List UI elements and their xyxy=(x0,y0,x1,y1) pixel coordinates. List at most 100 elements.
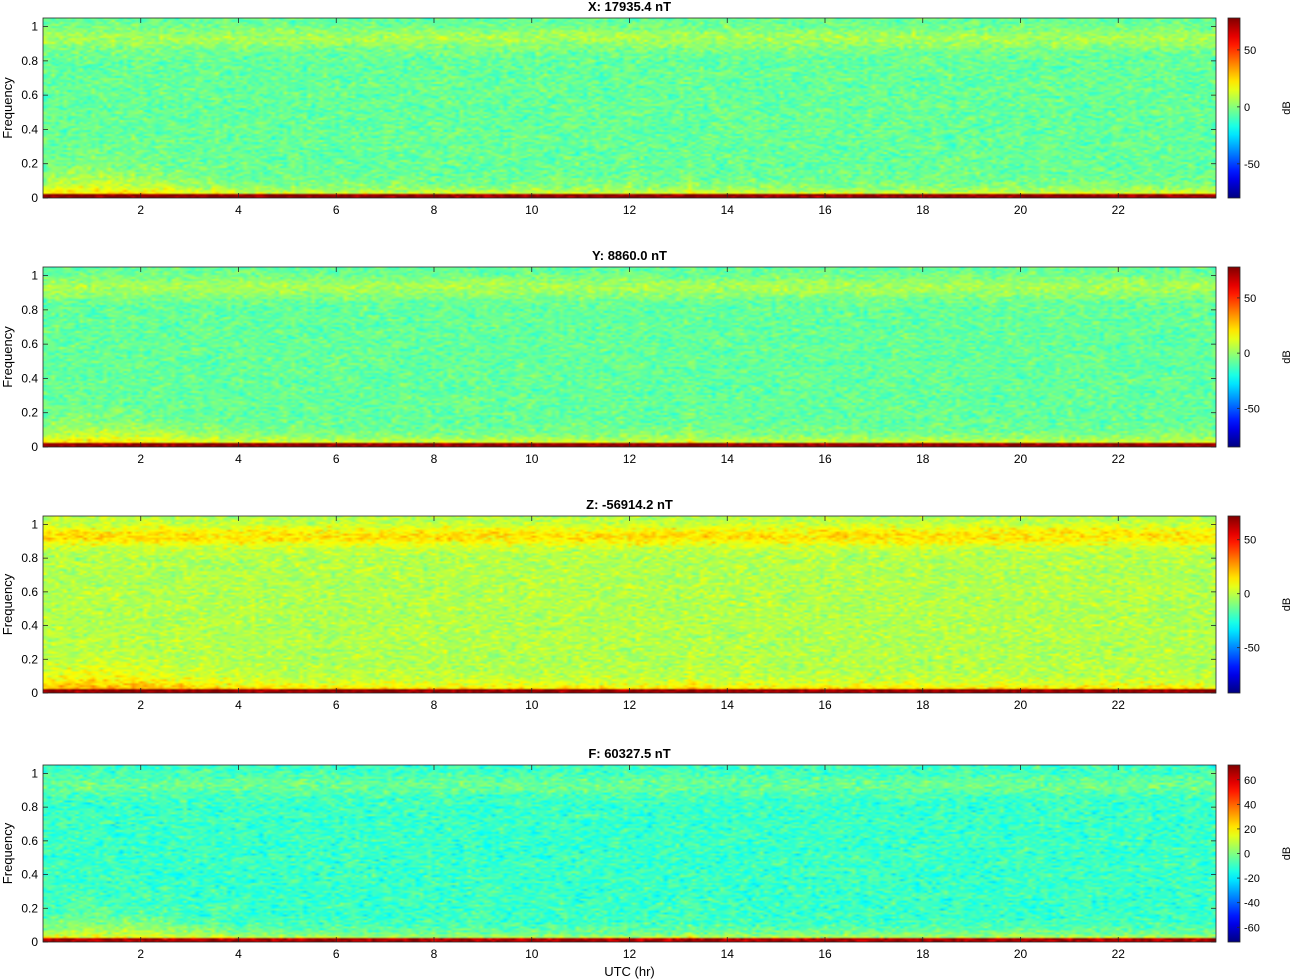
y-tick-label: 0.2 xyxy=(21,157,38,171)
colorbar-tick-label: 0 xyxy=(1244,348,1250,360)
colorbar-gradient xyxy=(1227,17,1241,199)
colorbar-tick-label: -50 xyxy=(1244,403,1260,415)
x-tick-label: 22 xyxy=(1112,203,1126,217)
x-tick-label: 2 xyxy=(137,452,144,466)
x-tick-label: 6 xyxy=(333,203,340,217)
y-axis-label: Frequency xyxy=(0,822,15,884)
y-tick-label: 1 xyxy=(31,766,38,780)
y-tick-label: 0 xyxy=(31,191,38,205)
x-tick-label: 12 xyxy=(623,947,637,961)
x-tick-label: 20 xyxy=(1014,203,1028,217)
y-tick-label: 0.4 xyxy=(21,122,38,136)
y-tick-label: 0.4 xyxy=(21,371,38,385)
x-tick-label: 8 xyxy=(431,698,438,712)
x-tick-label: 18 xyxy=(916,203,930,217)
x-tick-label: 14 xyxy=(721,947,735,961)
colorbar: 60 40 20 0 -20 -40 -60 dB xyxy=(1227,764,1293,943)
x-tick-label: 22 xyxy=(1112,947,1126,961)
spectrogram-heatmap xyxy=(43,267,1216,447)
colorbar-tick-label: 0 xyxy=(1244,849,1250,861)
x-tick-label: 4 xyxy=(235,947,242,961)
y-tick-label: 0 xyxy=(31,440,38,454)
x-tick-label: 2 xyxy=(137,947,144,961)
y-tick-label: 1 xyxy=(31,269,38,283)
colorbar-tick-label: -20 xyxy=(1244,873,1260,885)
spectrogram-panel-3: F: 60327.5 nT2 4 6 8 10 12 14 16 18 20 2200.20.40.… xyxy=(0,746,1293,979)
y-tick-label: 0.6 xyxy=(21,337,38,351)
x-tick-label: 6 xyxy=(333,452,340,466)
x-tick-label: 14 xyxy=(721,203,735,217)
x-tick-label: 12 xyxy=(623,698,637,712)
y-tick-label: 0.8 xyxy=(21,54,38,68)
x-tick-label: 18 xyxy=(916,947,930,961)
spectrogram-panel-0: X: 17935.4 nT 2 4 6 8 10 12 14 16 18 20 22 0 0.2 0.4 0.… xyxy=(0,0,1293,217)
panel-title: X: 17935.4 nT xyxy=(588,0,671,14)
x-tick-label: 10 xyxy=(525,203,539,217)
y-tick-label: 0.8 xyxy=(21,303,38,317)
colorbar-tick-label: 60 xyxy=(1244,775,1256,787)
colorbar: 50 0 -50 dB xyxy=(1227,266,1293,448)
colorbar-tick-label: -60 xyxy=(1244,922,1260,934)
colorbar-label: dB xyxy=(1281,847,1293,860)
y-tick-label: 0 xyxy=(31,935,38,949)
x-tick-label: 14 xyxy=(721,698,735,712)
x-tick-label: 4 xyxy=(235,698,242,712)
y-tick-label: 1 xyxy=(31,517,38,531)
colorbar-tick-label: -40 xyxy=(1244,898,1260,910)
y-tick-label: 0.2 xyxy=(21,901,38,915)
y-axis-label: Frequency xyxy=(0,77,15,139)
x-tick-label: 20 xyxy=(1014,452,1028,466)
y-tick-label: 0.8 xyxy=(21,800,38,814)
colorbar-tick-label: 50 xyxy=(1244,535,1256,547)
spectrogram-panel-2: Z: -56914.2 nT2 4 6 8 10 12 14 16 18 20 2200.20.40… xyxy=(0,497,1293,712)
colorbar-tick-label: 0 xyxy=(1244,102,1250,114)
y-tick-label: 0.6 xyxy=(21,834,38,848)
colorbar-tick-label: 40 xyxy=(1244,799,1256,811)
x-tick-label: 18 xyxy=(916,698,930,712)
x-tick-label: 10 xyxy=(525,947,539,961)
x-tick-label: 8 xyxy=(431,947,438,961)
x-tick-label: 2 xyxy=(137,698,144,712)
y-tick-label: 0.4 xyxy=(21,868,38,882)
y-tick-label: 0.8 xyxy=(21,551,38,565)
x-tick-label: 4 xyxy=(235,203,242,217)
y-axis-label: Frequency xyxy=(0,573,15,635)
x-tick-label: 16 xyxy=(818,947,832,961)
x-tick-label: 12 xyxy=(623,203,637,217)
y-tick-label: 0.4 xyxy=(21,619,38,633)
colorbar-label: dB xyxy=(1281,350,1293,363)
x-tick-label: 8 xyxy=(431,203,438,217)
y-axis-label: Frequency xyxy=(0,326,15,388)
x-tick-label: 18 xyxy=(916,452,930,466)
spectrogram-panel-1: Y: 8860.0 nT2 4 6 8 10 12 14 16 18 20 2200.20.40.6… xyxy=(0,248,1293,466)
x-tick-label: 10 xyxy=(525,452,539,466)
colorbar-tick-label: 50 xyxy=(1244,293,1256,305)
x-tick-label: 10 xyxy=(525,698,539,712)
spectrogram-heatmap xyxy=(43,765,1216,942)
colorbar-tick-label: 0 xyxy=(1244,589,1250,601)
x-tick-label: 16 xyxy=(818,452,832,466)
x-tick-label: 2 xyxy=(137,203,144,217)
colorbar: 50 0 -50 dB xyxy=(1227,515,1293,694)
y-tick-label: 0.6 xyxy=(21,88,38,102)
x-tick-label: 22 xyxy=(1112,452,1126,466)
x-tick-label: 6 xyxy=(333,698,340,712)
x-tick-label: 16 xyxy=(818,203,832,217)
y-tick-label: 0.2 xyxy=(21,406,38,420)
x-tick-label: 8 xyxy=(431,452,438,466)
y-tick-label: 0.6 xyxy=(21,585,38,599)
x-tick-label: 4 xyxy=(235,452,242,466)
colorbar-gradient xyxy=(1227,515,1241,694)
panel-title: Z: -56914.2 nT xyxy=(586,497,673,512)
x-tick-label: 14 xyxy=(721,452,735,466)
x-tick-label: 20 xyxy=(1014,698,1028,712)
colorbar-gradient xyxy=(1227,266,1241,448)
x-tick-label: 12 xyxy=(623,452,637,466)
colorbar-tick-label: 50 xyxy=(1244,45,1256,57)
panel-title: Y: 8860.0 nT xyxy=(592,248,667,263)
colorbar-label: dB xyxy=(1281,101,1293,114)
spectrogram-heatmap xyxy=(43,18,1216,198)
colorbar: 50 0 -50 dB xyxy=(1227,17,1293,199)
panel-title: F: 60327.5 nT xyxy=(588,746,670,761)
